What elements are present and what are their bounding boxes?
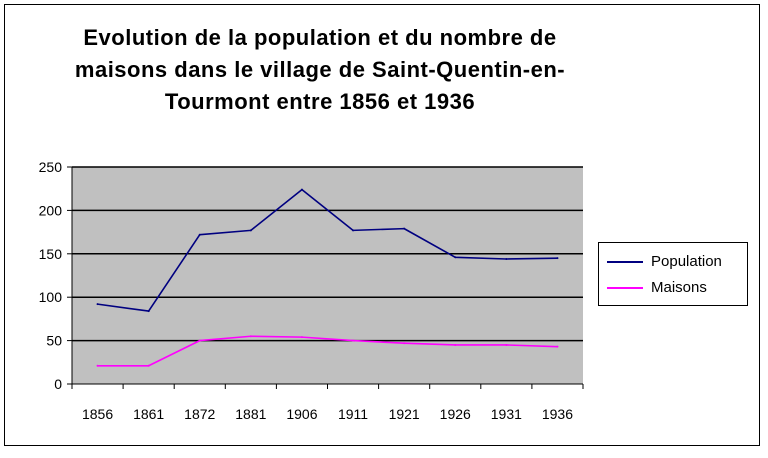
x-tick-label-1931: 1931 xyxy=(491,406,522,422)
data-point-population-1911 xyxy=(352,229,355,232)
legend: Population Maisons xyxy=(598,242,748,306)
legend-label-population: Population xyxy=(651,253,722,270)
series-line-maisons xyxy=(97,335,558,367)
data-point-population-1881 xyxy=(249,229,252,232)
chart-title-line-3: Tourmont entre 1856 et 1936 xyxy=(164,89,476,114)
legend-swatch-population xyxy=(607,260,643,263)
legend-item-maisons: Maisons xyxy=(607,279,707,296)
data-point-population-1921 xyxy=(403,227,406,230)
y-tick-label-50: 50 xyxy=(46,333,62,349)
data-point-maisons-1881 xyxy=(249,335,252,338)
y-tick-label-100: 100 xyxy=(39,289,63,305)
x-tick-label-1861: 1861 xyxy=(133,406,164,422)
data-point-maisons-1872 xyxy=(198,339,201,342)
data-point-population-1906 xyxy=(300,188,303,191)
y-tick-label-250: 250 xyxy=(39,159,63,175)
data-point-population-1936 xyxy=(556,257,559,260)
data-point-maisons-1926 xyxy=(454,343,457,346)
data-point-population-1931 xyxy=(505,258,508,261)
data-point-population-1926 xyxy=(454,256,457,259)
legend-label-maisons: Maisons xyxy=(651,279,707,296)
data-point-maisons-1906 xyxy=(300,336,303,339)
chart-title-line-1: Evolution de la population et du nombre … xyxy=(83,25,557,50)
series-line-population xyxy=(97,188,558,312)
data-point-maisons-1856 xyxy=(96,364,99,367)
x-tick-label-1911: 1911 xyxy=(338,406,368,422)
x-tick-label-1872: 1872 xyxy=(184,406,215,422)
x-tick-label-1906: 1906 xyxy=(286,406,317,422)
legend-item-population: Population xyxy=(607,253,722,270)
x-tick-label-1881: 1881 xyxy=(235,406,266,422)
data-point-maisons-1911 xyxy=(352,339,355,342)
data-point-maisons-1931 xyxy=(505,343,508,346)
y-axis-ticks: 0 50 100 150 200 250 xyxy=(39,159,72,392)
x-axis-ticks: 1856 1861 1872 1881 1906 1911 1921 1926 1931 1936 xyxy=(71,384,584,422)
x-tick-label-1921: 1921 xyxy=(389,406,420,422)
y-tick-label-0: 0 xyxy=(54,376,62,392)
series-lines xyxy=(96,188,559,367)
chart-title-line-2: maisons dans le village de Saint-Quentin… xyxy=(74,57,566,82)
legend-swatch-maisons xyxy=(607,286,643,289)
chart-title: Evolution de la population et du nombre … xyxy=(60,22,580,118)
x-tick-label-1926: 1926 xyxy=(440,406,471,422)
data-point-maisons-1861 xyxy=(147,364,150,367)
x-tick-label-1856: 1856 xyxy=(82,406,113,422)
y-tick-label-200: 200 xyxy=(39,202,63,218)
data-point-population-1872 xyxy=(198,233,201,236)
data-point-maisons-1921 xyxy=(403,342,406,345)
data-point-population-1856 xyxy=(96,303,99,306)
y-tick-label-150: 150 xyxy=(39,246,63,262)
x-tick-label-1936: 1936 xyxy=(542,406,573,422)
data-point-population-1861 xyxy=(147,310,150,313)
data-point-maisons-1936 xyxy=(556,345,559,348)
plot-area xyxy=(72,167,583,384)
